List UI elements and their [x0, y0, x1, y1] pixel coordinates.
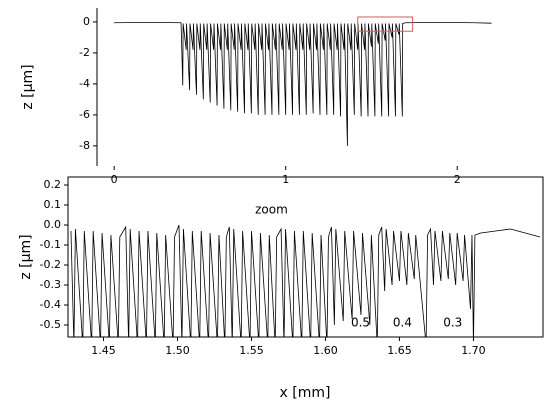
x-tick-label: 1.60 [313, 344, 338, 357]
profile-line [114, 22, 492, 146]
annotation: zoom [255, 203, 288, 217]
y-tick-label: 0.1 [44, 198, 62, 211]
x-tick-label: 1 [282, 173, 289, 186]
y-tick-label: -0.5 [40, 318, 61, 331]
annotation: 0.3 [443, 316, 462, 330]
y-axis-title: z [µm] [20, 64, 36, 109]
x-tick-label: 2 [454, 173, 461, 186]
y-tick-label: 0.0 [44, 218, 62, 231]
annotation: 0.4 [393, 316, 412, 330]
y-tick-label: -2 [79, 46, 90, 59]
x-tick-label: 1.50 [165, 344, 190, 357]
y-axis-title: z [µm] [18, 234, 34, 279]
x-tick-label: 1.65 [387, 344, 412, 357]
profile-line [70, 224, 541, 337]
x-tick-label: 0 [111, 173, 118, 186]
y-tick-label: -8 [79, 139, 90, 152]
y-tick-label: -0.4 [40, 298, 61, 311]
zoom-box [357, 16, 414, 32]
y-tick-label: -0.1 [40, 238, 61, 251]
x-tick-label: 1.45 [91, 344, 116, 357]
x-axis-title: x [mm] [280, 385, 331, 401]
x-tick-label: 1.55 [239, 344, 264, 357]
annotation: 0.5 [351, 316, 370, 330]
y-tick-label: 0 [83, 15, 90, 28]
y-tick-label: 0.2 [44, 178, 62, 191]
x-tick-label: 1.70 [461, 344, 486, 357]
plot-frame [67, 176, 544, 338]
y-tick-label: -0.3 [40, 278, 61, 291]
y-tick-label: -6 [79, 108, 90, 121]
y-tick-label: -0.2 [40, 258, 61, 271]
y-tick-label: -4 [79, 77, 90, 90]
